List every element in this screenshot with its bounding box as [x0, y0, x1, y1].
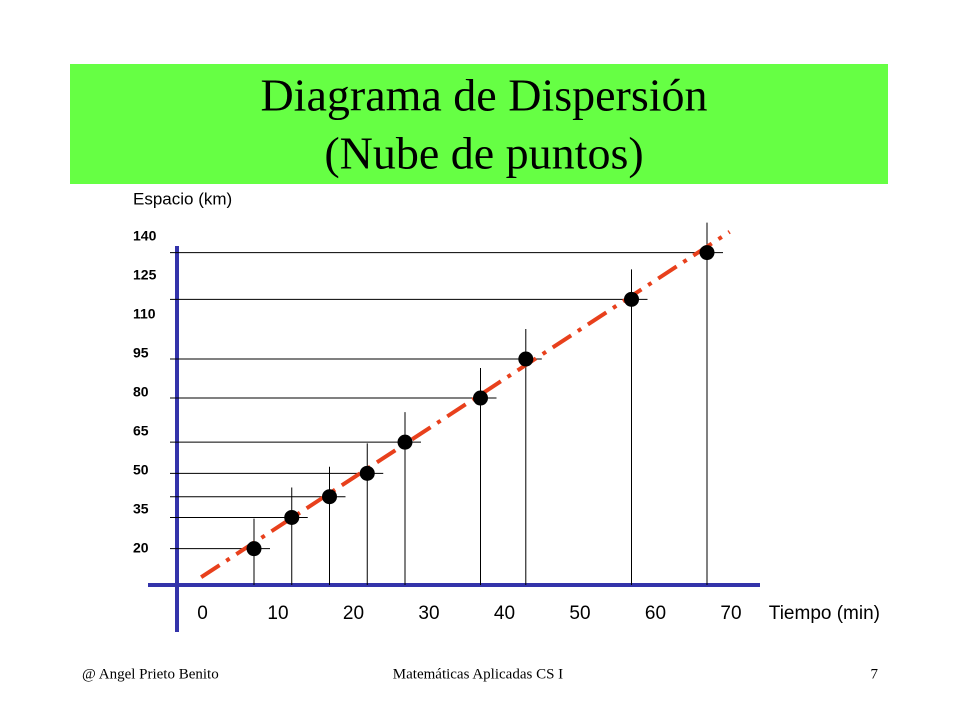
point — [397, 434, 413, 450]
x-tick-label: 50 — [569, 603, 590, 624]
y-tick-label: 125 — [133, 267, 157, 283]
x-tick-label: 60 — [645, 603, 666, 624]
x-tick-label: 40 — [494, 603, 515, 624]
y-tick-label: 50 — [133, 461, 149, 477]
y-tick-label: 65 — [133, 422, 149, 438]
point — [359, 465, 375, 481]
y-tick-label: 110 — [133, 306, 156, 322]
x-tick-label: 30 — [418, 603, 439, 624]
y-axis-label: Espacio (km) — [133, 189, 232, 208]
point — [699, 245, 715, 261]
x-tick-label: 70 — [720, 603, 741, 624]
point — [473, 390, 488, 406]
chart-title: Diagrama de Dispersión — [260, 70, 707, 121]
y-tick-label: 95 — [133, 345, 149, 361]
trend-line — [200, 230, 731, 579]
x-tick-label: 0 — [197, 603, 208, 624]
x-axis-label: Tiempo (min) — [769, 603, 880, 624]
y-tick-label: 140 — [133, 228, 157, 244]
point — [624, 291, 639, 307]
x-tick-label: 20 — [343, 603, 364, 624]
footer-page: 7 — [871, 666, 879, 682]
x-tick-label: 10 — [267, 603, 288, 624]
chart-subtitle: (Nube de puntos) — [324, 128, 643, 179]
footer-author: @ Angel Prieto Benito — [82, 666, 219, 682]
point — [322, 489, 337, 505]
title-band — [70, 64, 888, 184]
y-tick-label: 35 — [133, 500, 149, 516]
y-tick-label: 20 — [133, 539, 149, 555]
point — [518, 351, 534, 367]
footer-course: Matemáticas Aplicadas CS I — [393, 666, 563, 682]
point — [246, 541, 262, 557]
point — [284, 509, 300, 525]
y-tick-label: 80 — [133, 384, 149, 400]
